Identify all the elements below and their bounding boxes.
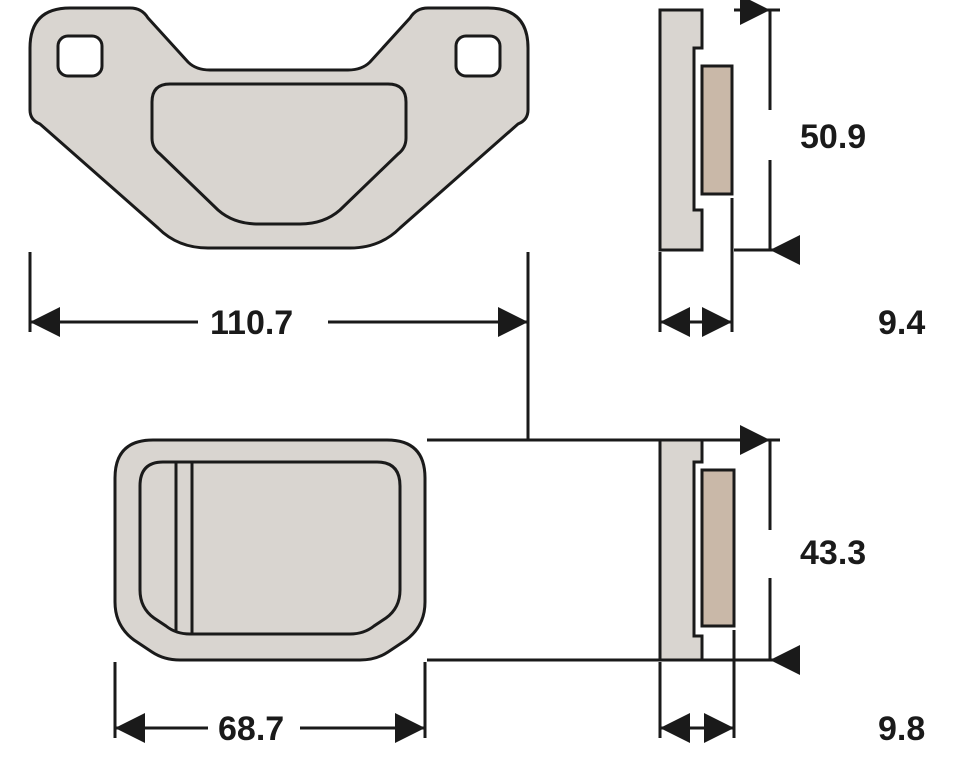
technical-drawing: 110.7 50.9 9.4 68.7 43.3 9.8	[0, 0, 960, 763]
bottom-pad-front	[115, 440, 425, 660]
bottom-pad-side	[660, 440, 734, 660]
bottom-pad-inner	[140, 462, 400, 634]
label-top-height: 50.9	[800, 118, 866, 156]
top-pad-front	[30, 8, 528, 248]
bottom-pad-side-plate	[660, 440, 702, 660]
bottom-pad-side-friction	[702, 470, 734, 626]
top-pad-hole-right	[456, 36, 500, 76]
label-bottom-height: 43.3	[800, 534, 866, 572]
top-pad-side-plate	[660, 10, 702, 250]
top-pad-side	[660, 10, 732, 250]
top-pad-hole-left	[58, 36, 102, 76]
label-top-width: 110.7	[210, 304, 293, 342]
dim-top-height	[734, 10, 780, 250]
label-bottom-thickness: 9.8	[878, 710, 925, 748]
label-bottom-width: 68.7	[218, 710, 284, 748]
top-pad-side-friction	[702, 66, 732, 194]
label-top-thickness: 9.4	[878, 304, 925, 342]
